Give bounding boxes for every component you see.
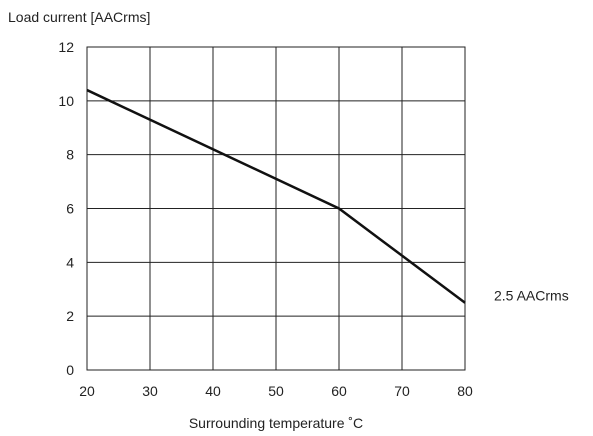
plot-grid	[86, 46, 466, 371]
x-tick-label-20: 20	[79, 383, 95, 399]
y-tick-label-12: 12	[58, 39, 74, 55]
x-axis-label: Surrounding temperature ˚C	[189, 415, 363, 431]
y-tick-labels: 0 2 4 6 8 10 12	[58, 39, 74, 378]
x-tick-labels: 20 30 40 50 60 70 80	[79, 383, 473, 399]
x-tick-label-30: 30	[142, 383, 158, 399]
y-tick-label-6: 6	[66, 201, 74, 217]
y-axis-label: Load current [AACrms]	[8, 9, 150, 25]
y-tick-label-2: 2	[66, 308, 74, 324]
x-tick-label-40: 40	[205, 383, 221, 399]
plot-frame	[86, 46, 466, 371]
series-line-1	[86, 88, 466, 304]
y-tick-label-0: 0	[66, 362, 74, 378]
y-tick-label-4: 4	[66, 254, 74, 270]
annotations: 2.5 AACrms	[494, 288, 569, 304]
x-tick-label-80: 80	[457, 383, 473, 399]
x-tick-label-70: 70	[394, 383, 410, 399]
x-tick-label-60: 60	[331, 383, 347, 399]
y-tick-label-10: 10	[58, 93, 74, 109]
annotation-label-1: 2.5 AACrms	[494, 288, 569, 304]
x-tick-label-50: 50	[268, 383, 284, 399]
series-group	[86, 88, 466, 304]
y-tick-label-8: 8	[66, 147, 74, 163]
